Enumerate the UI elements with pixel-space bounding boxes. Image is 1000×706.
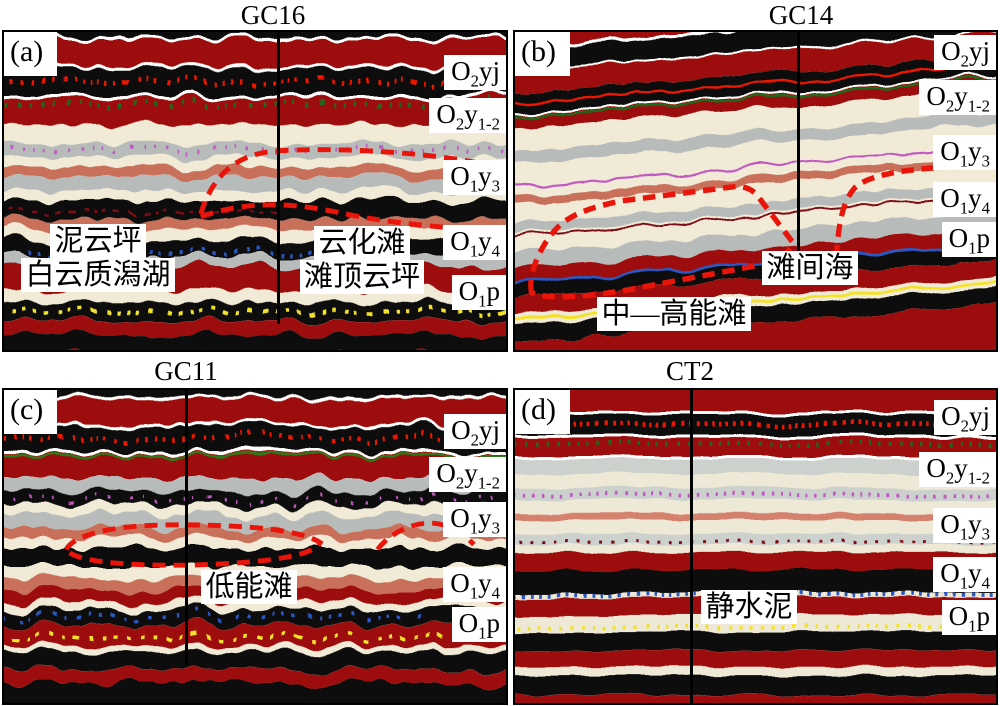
facies-annotation-low-energy-shoal: 低能滩 — [192, 570, 306, 604]
well-track-line-gc11 — [185, 390, 188, 665]
well-title-gc16: GC16 — [240, 0, 306, 30]
strata-label-o2yj: O2yj — [444, 414, 506, 449]
strata-label-o1y4: O1y4 — [443, 225, 506, 260]
facies-annotation-inter-shoal-sea: 滩间海 — [753, 251, 867, 285]
well-track-line-gc16 — [277, 32, 280, 324]
strata-label-o1y4: O1y4 — [933, 182, 996, 217]
well-track-line-ct2 — [690, 390, 693, 703]
strata-label-o1p: O1p — [451, 607, 506, 642]
strata-label-o1p: O1p — [941, 222, 996, 257]
well-title-gc11: GC11 — [154, 356, 218, 386]
well-title-gc14: GC14 — [768, 0, 834, 30]
strata-label-o1y4: O1y4 — [443, 567, 506, 602]
seismic-panel-d: (d) O2yj O2y1-2 O1y3 O1y4 O1p 静水泥 — [513, 388, 998, 705]
facies-outline-dashed-c — [63, 520, 476, 568]
strata-label-o2y12: O2y1-2 — [429, 98, 506, 133]
strata-label-o1y3: O1y3 — [933, 135, 996, 170]
facies-annotation-dolomitized-shoal: 云化滩 滩顶云坪 — [288, 226, 436, 294]
facies-annotation-high-energy-shoal: 中—高能滩 — [581, 297, 767, 331]
facies-outline-dashed-b — [528, 163, 966, 300]
facies-annotation-still-water-mud: 静水泥 — [693, 590, 805, 624]
seismic-image-b — [515, 32, 996, 350]
strata-label-o2yj: O2yj — [444, 55, 506, 90]
well-track-line-gc14 — [797, 32, 800, 258]
strata-label-o1y4: O1y4 — [933, 557, 996, 592]
strata-label-o2y12: O2y1-2 — [429, 457, 506, 492]
facies-annotation-mud-flat: 泥云坪 白云质潟湖 — [6, 224, 190, 292]
seismic-panel-a: (a) O2yj O2y1-2 O1y3 O1y4 O1p 泥云坪 白云质潟湖 … — [2, 30, 508, 352]
panel-letter-b: (b) — [515, 32, 570, 76]
strata-label-o1y3: O1y3 — [443, 502, 506, 537]
seismic-image-d — [515, 390, 996, 703]
seismic-image-a — [4, 32, 506, 350]
strata-label-o1y3: O1y3 — [443, 160, 506, 195]
panel-letter-c: (c) — [4, 390, 58, 434]
seismic-image-c — [4, 390, 506, 703]
strata-label-o1y3: O1y3 — [933, 508, 996, 543]
strata-label-o1p: O1p — [941, 600, 996, 635]
seismic-panel-c: (c) O2yj O2y1-2 O1y3 O1y4 O1p 低能滩 — [2, 388, 508, 705]
panel-letter-a: (a) — [4, 32, 58, 76]
strata-label-o2yj: O2yj — [934, 400, 996, 435]
strata-label-o2y12: O2y1-2 — [919, 452, 996, 487]
strata-label-o1p: O1p — [451, 275, 506, 310]
panel-letter-d: (d) — [515, 390, 570, 434]
strata-label-o2yj: O2yj — [934, 35, 996, 70]
strata-label-o2y12: O2y1-2 — [919, 80, 996, 115]
well-title-ct2: CT2 — [665, 356, 715, 386]
seismic-panel-b: (b) O2yj O2y1-2 O1y3 O1y4 O1p 中—高能滩 滩间海 — [513, 30, 998, 352]
